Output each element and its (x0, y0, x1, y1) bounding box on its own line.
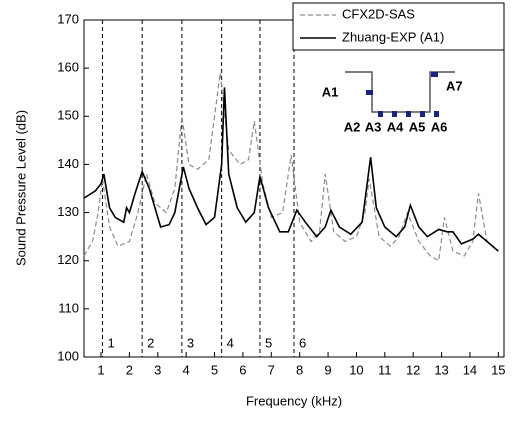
probe (406, 111, 411, 117)
y-tick-label: 100 (57, 348, 79, 363)
inset-label: A2 (344, 119, 361, 134)
x-tick-label: 9 (324, 362, 331, 377)
marker-label: 6 (299, 335, 306, 350)
legend-label: CFX2D-SAS (342, 6, 415, 21)
marker-label: 3 (187, 335, 194, 350)
x-axis-label: Frequency (kHz) (246, 393, 342, 408)
duct-outline (345, 71, 455, 113)
inset-label: A6 (431, 119, 448, 134)
marker-label: 5 (265, 335, 272, 350)
y-tick-label: 150 (57, 108, 79, 123)
x-tick-label: 12 (406, 362, 420, 377)
x-tick-label: 7 (268, 362, 275, 377)
inset-label: A1 (322, 84, 339, 99)
inset-schematic (345, 71, 455, 117)
x-tick-label: 1 (97, 362, 104, 377)
probe (392, 111, 397, 117)
x-tick-label: 4 (183, 362, 190, 377)
x-tick-label: 14 (463, 362, 477, 377)
y-axis-label: Sound Pressure Level (dB) (13, 110, 28, 266)
x-tick-label: 2 (126, 362, 133, 377)
y-tick-label: 120 (57, 252, 79, 267)
legend-box (292, 2, 505, 51)
y-tick-label: 140 (57, 156, 79, 171)
inset-label: A4 (387, 119, 404, 134)
x-tick-label: 10 (349, 362, 363, 377)
probe (366, 90, 373, 95)
probe (431, 72, 438, 77)
x-tick-label: 3 (154, 362, 161, 377)
inset-label: A7 (446, 78, 463, 93)
inset-label: A3 (365, 119, 382, 134)
legend-label: Zhuang-EXP (A1) (342, 29, 444, 44)
x-tick-label: 15 (491, 362, 505, 377)
x-tick-label: 8 (296, 362, 303, 377)
x-tick-label: 11 (378, 362, 392, 377)
y-tick-label: 110 (58, 300, 79, 315)
x-tick-label: 5 (211, 362, 218, 377)
marker-label: 1 (107, 335, 114, 350)
marker-label: 4 (227, 335, 234, 350)
inset-label: A5 (409, 119, 426, 134)
y-tick-label: 160 (57, 60, 79, 75)
x-tick-label: 6 (239, 362, 246, 377)
data-line (83, 72, 499, 262)
probe (378, 111, 383, 117)
marker-label: 2 (147, 335, 154, 350)
x-tick-label: 13 (434, 362, 448, 377)
data-line (83, 87, 499, 252)
probe (420, 111, 425, 117)
y-tick-label: 170 (57, 11, 79, 26)
probe (434, 111, 439, 117)
y-tick-label: 130 (57, 204, 79, 219)
